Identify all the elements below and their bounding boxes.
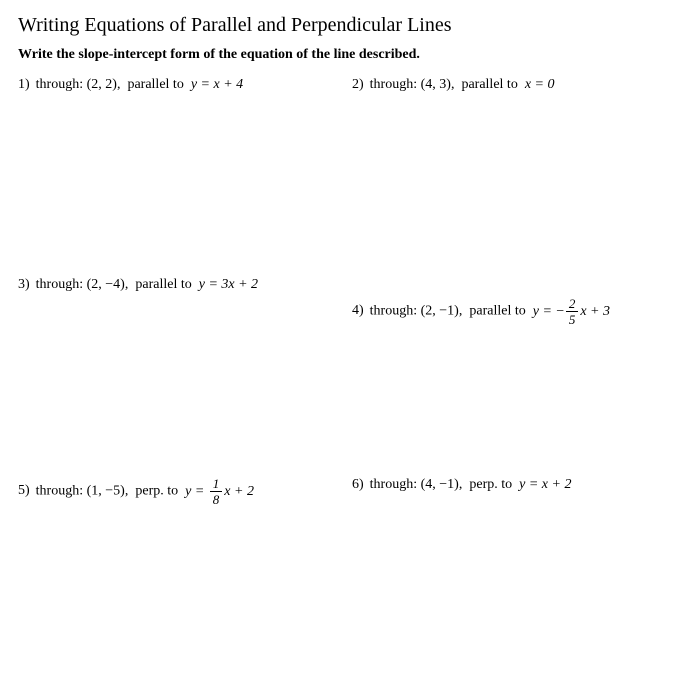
equation: y = 3x + 2 [195, 277, 258, 292]
fraction-denominator: 8 [210, 491, 223, 506]
problem-6: 6) through: (4, −1), perp. to y = x + 2 [352, 477, 666, 494]
relation: perp. to [469, 477, 512, 492]
relation: parallel to [469, 304, 525, 319]
page-subtitle: Write the slope-intercept form of the eq… [18, 47, 666, 63]
through-label: through: [36, 277, 83, 292]
fraction-denominator: 5 [566, 311, 579, 326]
equation: y = x + 2 [516, 477, 572, 492]
page-title: Writing Equations of Parallel and Perpen… [18, 14, 666, 37]
problem-row: 3) through: (2, −4), parallel to y = 3x … [18, 277, 666, 477]
problem-text: through: (2, 2), parallel to y = x + 4 [36, 77, 243, 94]
fraction: 18 [210, 477, 223, 506]
point: (2, −1), [421, 304, 463, 319]
problem-number: 1) [18, 77, 30, 94]
equation: x = 0 [521, 77, 554, 92]
problem-text: through: (4, 3), parallel to x = 0 [370, 77, 555, 94]
problem-text: through: (2, −4), parallel to y = 3x + 2 [36, 277, 258, 294]
fraction: 25 [566, 297, 579, 326]
through-label: through: [370, 477, 417, 492]
problem-number: 2) [352, 77, 364, 94]
point: (1, −5), [87, 484, 129, 499]
through-label: through: [370, 77, 417, 92]
problem-2: 2) through: (4, 3), parallel to x = 0 [352, 77, 666, 94]
problem-cell: 2) through: (4, 3), parallel to x = 0 [342, 77, 666, 94]
problem-3: 3) through: (2, −4), parallel to y = 3x … [18, 277, 332, 294]
problem-number: 5) [18, 483, 30, 500]
fraction-numerator: 2 [566, 297, 579, 311]
point: (2, −4), [87, 277, 129, 292]
relation: parallel to [461, 77, 517, 92]
problem-number: 6) [352, 477, 364, 494]
problem-number: 3) [18, 277, 30, 294]
point: (4, −1), [421, 477, 463, 492]
problem-cell: 4) through: (2, −1), parallel to y = −25… [342, 297, 666, 326]
fraction-numerator: 1 [210, 477, 223, 491]
relation: perp. to [135, 484, 178, 499]
problem-text: through: (2, −1), parallel to y = −25x +… [370, 297, 610, 326]
problem-text: through: (1, −5), perp. to y = 18x + 2 [36, 477, 254, 506]
problem-1: 1) through: (2, 2), parallel to y = x + … [18, 77, 332, 94]
equation: y = −25x + 3 [529, 304, 610, 319]
relation: parallel to [135, 277, 191, 292]
problem-4: 4) through: (2, −1), parallel to y = −25… [352, 297, 666, 326]
equation: y = 18x + 2 [182, 484, 254, 499]
problem-row: 5) through: (1, −5), perp. to y = 18x + … [18, 477, 666, 677]
problem-5: 5) through: (1, −5), perp. to y = 18x + … [18, 477, 332, 506]
problem-cell: 6) through: (4, −1), perp. to y = x + 2 [342, 477, 666, 494]
point: (2, 2), [87, 77, 121, 92]
point: (4, 3), [421, 77, 455, 92]
problem-cell: 1) through: (2, 2), parallel to y = x + … [18, 77, 342, 94]
equation: y = x + 4 [187, 77, 243, 92]
through-label: through: [36, 77, 83, 92]
problem-cell: 3) through: (2, −4), parallel to y = 3x … [18, 277, 342, 294]
problem-number: 4) [352, 303, 364, 320]
through-label: through: [36, 484, 83, 499]
relation: parallel to [127, 77, 183, 92]
problem-row: 1) through: (2, 2), parallel to y = x + … [18, 77, 666, 277]
problem-text: through: (4, −1), perp. to y = x + 2 [370, 477, 572, 494]
problem-cell: 5) through: (1, −5), perp. to y = 18x + … [18, 477, 342, 506]
through-label: through: [370, 304, 417, 319]
